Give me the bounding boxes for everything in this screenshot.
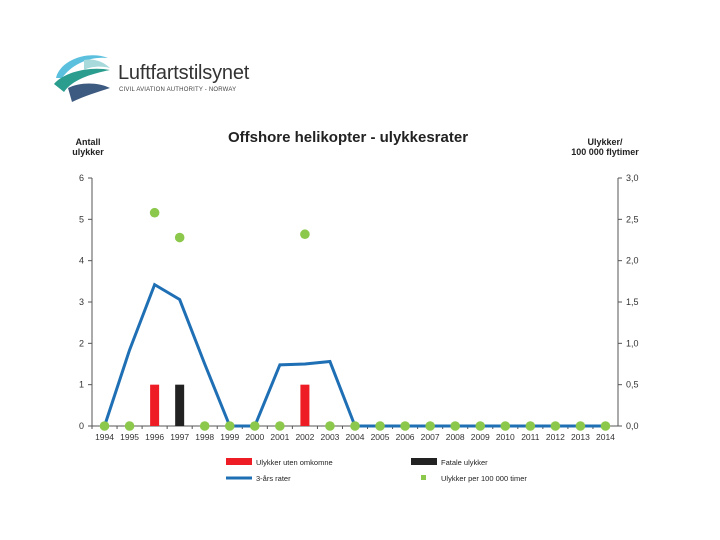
legend-swatch-fatale xyxy=(411,458,437,465)
x-tick-label: 2011 xyxy=(521,432,540,442)
x-tick-label: 2000 xyxy=(245,432,264,442)
logo: Luftfartstilsynet CIVIL AVIATION AUTHORI… xyxy=(50,48,250,104)
y-right-tick-label: 1,0 xyxy=(626,338,639,348)
y-left-tick-label: 4 xyxy=(79,256,84,266)
logo-subtitle: CIVIL AVIATION AUTHORITY - NORWAY xyxy=(119,87,237,93)
scatter-point xyxy=(600,421,611,431)
scatter-point xyxy=(250,421,260,431)
scatter-point xyxy=(475,421,486,431)
scatter-point xyxy=(275,421,285,431)
x-tick-label: 2013 xyxy=(571,432,590,442)
logo-name: Luftfartstilsynet xyxy=(118,62,250,84)
legend-label-3ars: 3-års rater xyxy=(256,474,291,483)
legend-label-fatale: Fatale ulykker xyxy=(441,458,488,467)
x-tick-label: 2005 xyxy=(371,432,390,442)
x-tick-label: 1996 xyxy=(145,432,164,442)
x-tick-label: 1998 xyxy=(195,432,214,442)
legend: Ulykker uten omkomne Fatale ulykker 3-år… xyxy=(226,458,527,483)
bar xyxy=(150,384,160,426)
x-tick-label: 2002 xyxy=(295,432,314,442)
scatter-point xyxy=(425,421,435,431)
scatter-point xyxy=(400,421,410,431)
scatter-point xyxy=(124,421,135,431)
y-left-label-line1: Antall xyxy=(75,137,100,147)
y-left-label-line2: ulykker xyxy=(72,147,104,157)
y-right-tick-label: 2,5 xyxy=(626,214,639,224)
y-right-tick-label: 3,0 xyxy=(626,173,639,183)
chart-title: Offshore helikopter - ulykkesrater xyxy=(228,129,468,146)
y-right-tick-label: 0,5 xyxy=(626,380,639,390)
scatter-point xyxy=(575,421,586,431)
y-right-label-line1: Ulykker/ xyxy=(587,137,623,147)
scatter-point xyxy=(300,229,310,240)
scatter-point xyxy=(149,207,160,218)
y-left-tick-label: 3 xyxy=(79,297,84,307)
x-tick-label: 1999 xyxy=(220,432,239,442)
bar xyxy=(175,384,185,426)
x-tick-label: 2003 xyxy=(320,432,339,442)
y-left-tick-label: 6 xyxy=(79,173,84,183)
scatter-point xyxy=(350,421,360,431)
scatter-point xyxy=(99,421,110,431)
scatter-point xyxy=(550,421,561,431)
scatter-point xyxy=(375,421,385,431)
x-tick-label: 2010 xyxy=(496,432,515,442)
scatter-point xyxy=(199,421,210,431)
x-tick-label: 2014 xyxy=(596,432,615,442)
logo-mark-icon xyxy=(54,55,110,102)
x-tick-label: 2008 xyxy=(446,432,465,442)
x-tick-label: 2007 xyxy=(421,432,440,442)
scatter-point xyxy=(224,421,235,431)
scatter-point xyxy=(450,421,460,431)
y-left-tick-label: 1 xyxy=(79,380,84,390)
y-left-tick-label: 0 xyxy=(79,421,84,431)
x-tick-label: 2012 xyxy=(546,432,565,442)
y-right-tick-label: 1,5 xyxy=(626,297,639,307)
y-right-tick-label: 2,0 xyxy=(626,256,639,266)
x-tick-label: 2006 xyxy=(396,432,415,442)
x-tick-label: 2004 xyxy=(346,432,365,442)
x-tick-label: 2001 xyxy=(270,432,289,442)
x-tick-label: 2009 xyxy=(471,432,490,442)
y-left-tick-label: 5 xyxy=(79,214,84,224)
y-right-label-line2: 100 000 flytimer xyxy=(571,147,639,157)
x-tick-label: 1994 xyxy=(95,432,114,442)
legend-label-per-100000: Ulykker per 100 000 timer xyxy=(441,474,527,483)
legend-label-uten-omkomne: Ulykker uten omkomne xyxy=(256,458,333,467)
scatter-point xyxy=(525,421,536,431)
x-tick-label: 1997 xyxy=(170,432,189,442)
y-right-tick-label: 0,0 xyxy=(626,421,639,431)
scatter-point xyxy=(500,421,511,431)
legend-swatch-per-100000 xyxy=(421,475,426,480)
legend-swatch-uten-omkomne xyxy=(226,458,252,465)
x-tick-label: 1995 xyxy=(120,432,139,442)
bar xyxy=(300,384,310,426)
scatter-point xyxy=(325,421,335,431)
y-left-tick-label: 2 xyxy=(79,338,84,348)
plot-area: 0 1 2 3 4 5 6 0,0 0,5 1,0 1,5 2,0 2,5 3,0 1994 1995 1996… xyxy=(79,173,639,442)
scatter-point xyxy=(174,232,185,243)
